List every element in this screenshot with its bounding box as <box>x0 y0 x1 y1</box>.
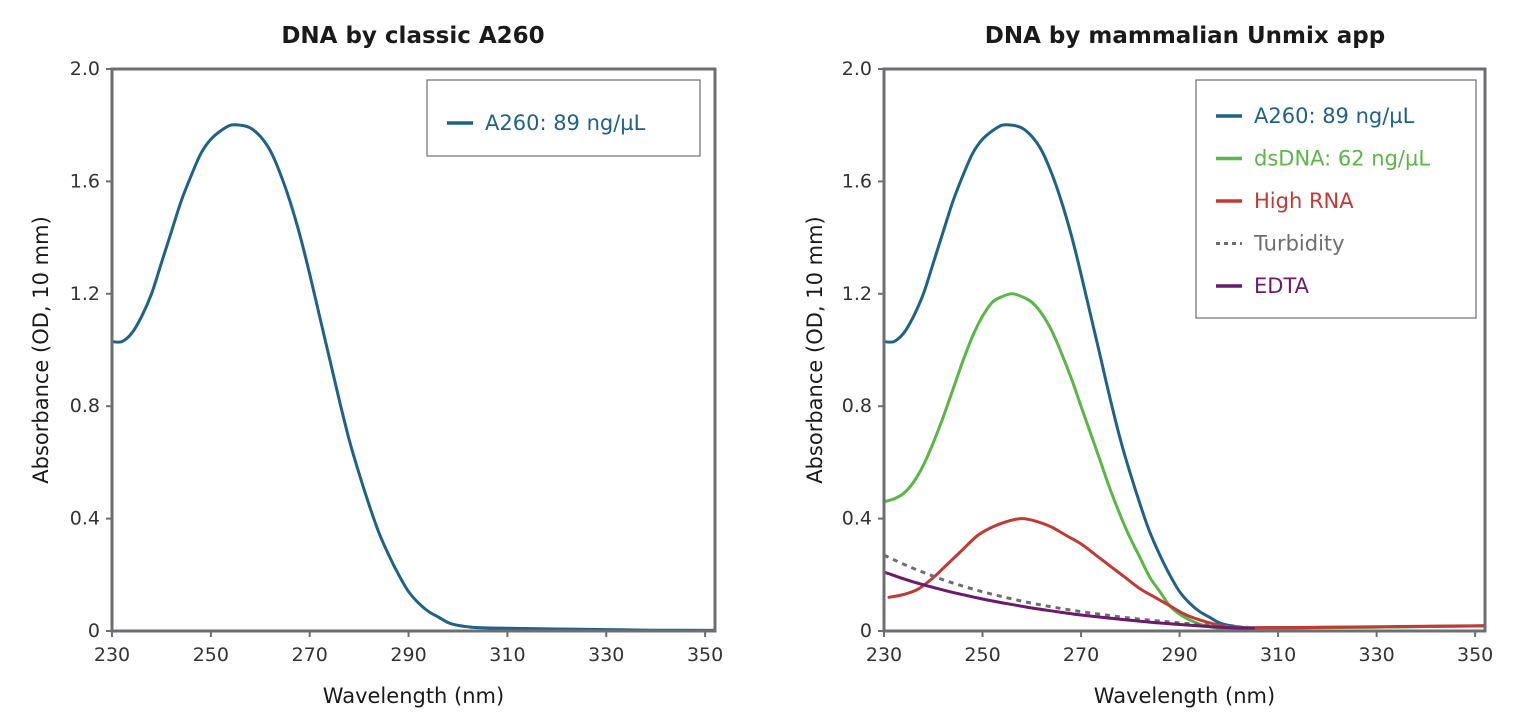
y-tick-label: 1.2 <box>70 283 100 305</box>
legend-box <box>426 79 701 157</box>
y-tick-label: 1.6 <box>70 170 100 192</box>
y-tick-label: 0 <box>88 620 100 642</box>
series-line-2 <box>884 292 1485 631</box>
x-tick-label: 250 <box>193 644 229 666</box>
legend-label: High RNA <box>1254 189 1354 213</box>
x-axis-label: Wavelength (nm) <box>1094 684 1275 708</box>
y-tick-label: 2.0 <box>70 58 100 80</box>
chart-title: DNA by classic A260 <box>281 23 544 49</box>
series-line-4 <box>884 553 1254 630</box>
x-tick-label: 270 <box>292 644 328 666</box>
y-tick-label: 0.4 <box>842 508 872 530</box>
x-tick-label: 330 <box>588 644 624 666</box>
y-tick-label: 0.8 <box>842 395 872 417</box>
series-line-3 <box>887 517 1485 630</box>
legend-label: A260: 89 ng/µL <box>485 111 646 135</box>
legend: A260: 89 ng/µL dsDNA: 62 ng/µL High RNA Tur… <box>1195 79 1477 319</box>
plot-frame <box>110 67 717 633</box>
chart-panel-1: DNA by classic A260 230 250 270 290 310 330 350… <box>29 23 723 708</box>
x-tick-label: 290 <box>390 644 426 666</box>
x-tick-label: 230 <box>94 644 130 666</box>
x-tick-label: 290 <box>1161 644 1197 666</box>
chart-title: DNA by mammalian Unmix app <box>985 23 1385 49</box>
plot-area <box>884 123 1485 631</box>
plot-frame <box>882 67 1487 633</box>
y-axis-label: Absorbance (OD, 10 mm) <box>29 216 53 484</box>
x-tick-label: 250 <box>964 644 1000 666</box>
series-line-5 <box>884 570 1255 630</box>
legend-label: EDTA <box>1254 274 1310 298</box>
x-tick-label: 270 <box>1063 644 1099 666</box>
x-tick-label: 350 <box>1457 644 1493 666</box>
x-tick-label: 350 <box>687 644 723 666</box>
x-tick-label: 230 <box>866 644 902 666</box>
y-tick-label: 2.0 <box>842 58 872 80</box>
plot-area <box>112 123 715 631</box>
x-axis-label: Wavelength (nm) <box>323 684 504 708</box>
chart-panel-2: DNA by mammalian Unmix app 230 250 270 290 31… <box>803 23 1493 708</box>
legend-label: A260: 89 ng/µL <box>1254 104 1415 128</box>
x-tick-label: 330 <box>1358 644 1394 666</box>
legend-label: dsDNA: 62 ng/µL <box>1254 147 1430 171</box>
legend-box <box>1195 79 1477 319</box>
y-tick-label: 0 <box>860 620 872 642</box>
legend-label: Turbidity <box>1253 232 1345 256</box>
legend: A260: 89 ng/µL <box>426 79 701 157</box>
y-axis-label: Absorbance (OD, 10 mm) <box>803 216 827 484</box>
x-tick-label: 310 <box>1260 644 1296 666</box>
y-tick-label: 1.6 <box>842 170 872 192</box>
series-line-1 <box>112 123 715 631</box>
y-tick-label: 0.8 <box>70 395 100 417</box>
y-tick-label: 1.2 <box>842 283 872 305</box>
y-tick-label: 0.4 <box>70 508 100 530</box>
x-tick-label: 310 <box>489 644 525 666</box>
